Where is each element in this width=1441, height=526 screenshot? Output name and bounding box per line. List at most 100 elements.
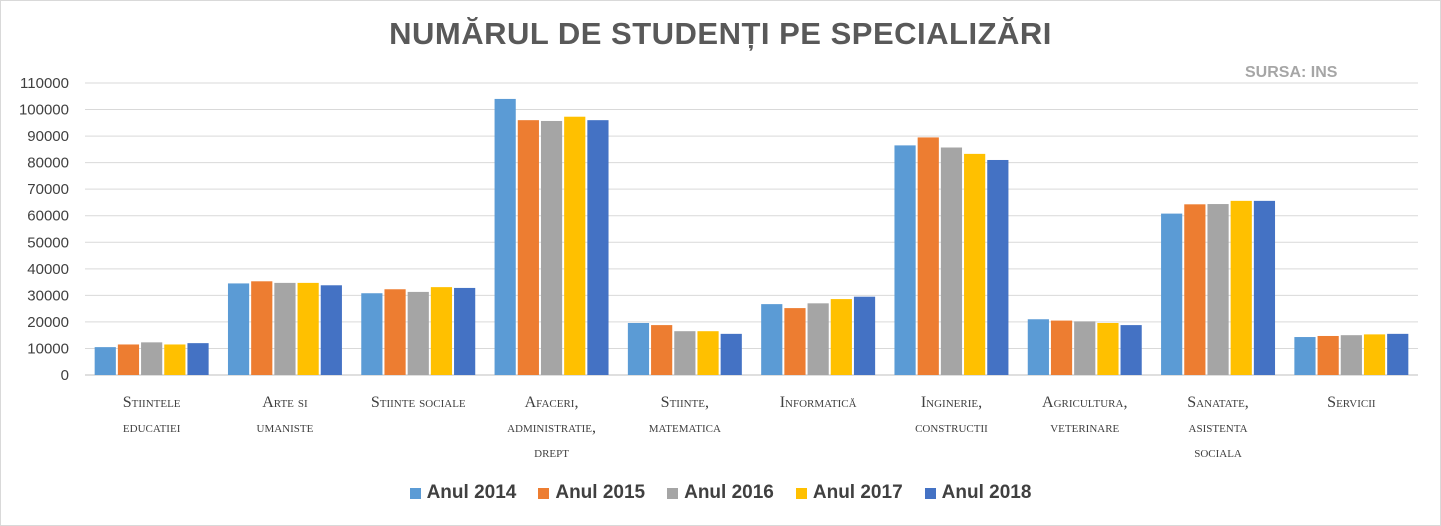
bar [964, 153, 986, 375]
bar [1027, 319, 1049, 375]
legend-item: Anul 2018 [924, 482, 1032, 504]
x-tick-label: Agricultura, [1042, 394, 1127, 411]
bar [1207, 204, 1229, 375]
y-tick-label: 40000 [27, 261, 69, 278]
bar [274, 282, 296, 375]
bar [1120, 325, 1142, 375]
x-tick-label: asistenta [1189, 419, 1248, 436]
bar [94, 347, 116, 375]
legend-swatch [667, 487, 679, 499]
x-tick-label: Afaceri, [525, 394, 579, 411]
legend-item: Anul 2014 [409, 482, 517, 504]
x-tick-label: umaniste [257, 419, 314, 436]
bar [187, 343, 209, 375]
x-tick-label: Inginerie, [921, 394, 982, 411]
x-tick-label: constructii [915, 419, 988, 436]
bar [361, 293, 383, 375]
bar [587, 120, 609, 375]
bar [1230, 200, 1252, 375]
x-tick-label: Stiinte, [661, 394, 709, 411]
bar [297, 282, 319, 375]
y-tick-label: 70000 [27, 181, 69, 198]
bar [1317, 335, 1339, 375]
bar [454, 287, 476, 375]
bar [917, 137, 939, 375]
legend-label: Anul 2018 [941, 482, 1032, 503]
bar [987, 159, 1009, 375]
chart-title: NUMĂRUL DE STUDENȚI PE SPECIALIZĂRI [389, 16, 1052, 51]
bar [251, 281, 273, 375]
bar [761, 304, 783, 375]
bar [627, 322, 650, 375]
x-tick-label: Stiintele [123, 394, 181, 411]
bar [227, 283, 250, 375]
legend-swatch [795, 487, 807, 499]
x-tick-label: Informatică [780, 394, 857, 411]
y-tick-label: 110000 [20, 75, 69, 92]
y-tick-label: 30000 [27, 287, 69, 304]
legend-swatch [409, 487, 421, 499]
bar [1074, 321, 1096, 375]
bar [1097, 322, 1119, 375]
bar [894, 145, 916, 375]
bar [853, 296, 876, 375]
y-tick-label: 0 [61, 367, 69, 384]
source-label: SURSA: INS [1245, 64, 1338, 81]
bar [720, 333, 742, 375]
bar [697, 331, 719, 375]
chart-legend: Anul 2014 Anul 2015 Anul 2016 Anul 2017 Anul… [0, 482, 1441, 504]
legend-item: Anul 2016 [667, 482, 774, 504]
legend-label: Anul 2017 [812, 482, 903, 503]
bar [164, 344, 186, 375]
y-tick-label: 20000 [27, 314, 69, 331]
bar [494, 98, 516, 375]
bar [1294, 337, 1316, 375]
bar [141, 342, 163, 375]
bar [807, 303, 829, 375]
legend-swatch [924, 487, 936, 499]
bar [1050, 320, 1073, 375]
bar [1387, 333, 1409, 375]
bar [784, 308, 806, 375]
legend-item: Anul 2017 [795, 482, 903, 504]
bar [517, 120, 539, 375]
bar [830, 299, 852, 375]
x-tick-label: veterinare [1050, 419, 1119, 436]
x-tick-label: educatiei [123, 419, 181, 436]
legend-label: Anul 2016 [684, 482, 774, 503]
bar [117, 344, 140, 375]
bar [564, 116, 586, 375]
bar [430, 287, 453, 375]
bar [651, 325, 673, 375]
x-tick-label: matematica [649, 419, 721, 436]
y-tick-label: 80000 [27, 155, 69, 172]
x-tick-label: Arte si [262, 394, 308, 411]
y-tick-label: 10000 [27, 340, 69, 357]
x-tick-label: sociala [1194, 444, 1242, 461]
bar [1184, 204, 1206, 375]
x-tick-label: drept [534, 444, 569, 461]
x-tick-label: administratie, [507, 419, 596, 436]
legend-label: Anul 2014 [426, 482, 517, 503]
y-tick-label: 60000 [27, 208, 69, 225]
x-tick-label: Sanatate, [1187, 394, 1249, 411]
bar [674, 331, 696, 375]
bar [540, 120, 563, 376]
legend-item: Anul 2015 [538, 482, 645, 504]
bar [1161, 213, 1183, 375]
bar [1253, 200, 1276, 375]
bar [1363, 334, 1386, 375]
y-tick-label: 100000 [19, 102, 69, 119]
x-tick-label: Servicii [1327, 394, 1376, 411]
legend-label: Anul 2015 [555, 482, 646, 503]
bar [320, 285, 342, 375]
y-tick-label: 50000 [27, 234, 69, 251]
bar [1340, 335, 1362, 375]
x-tick-label: Stiinte sociale [371, 394, 466, 411]
bar [407, 291, 429, 375]
y-tick-label: 90000 [27, 128, 69, 145]
legend-swatch [538, 487, 550, 499]
bar [384, 289, 406, 375]
bar [940, 147, 963, 375]
